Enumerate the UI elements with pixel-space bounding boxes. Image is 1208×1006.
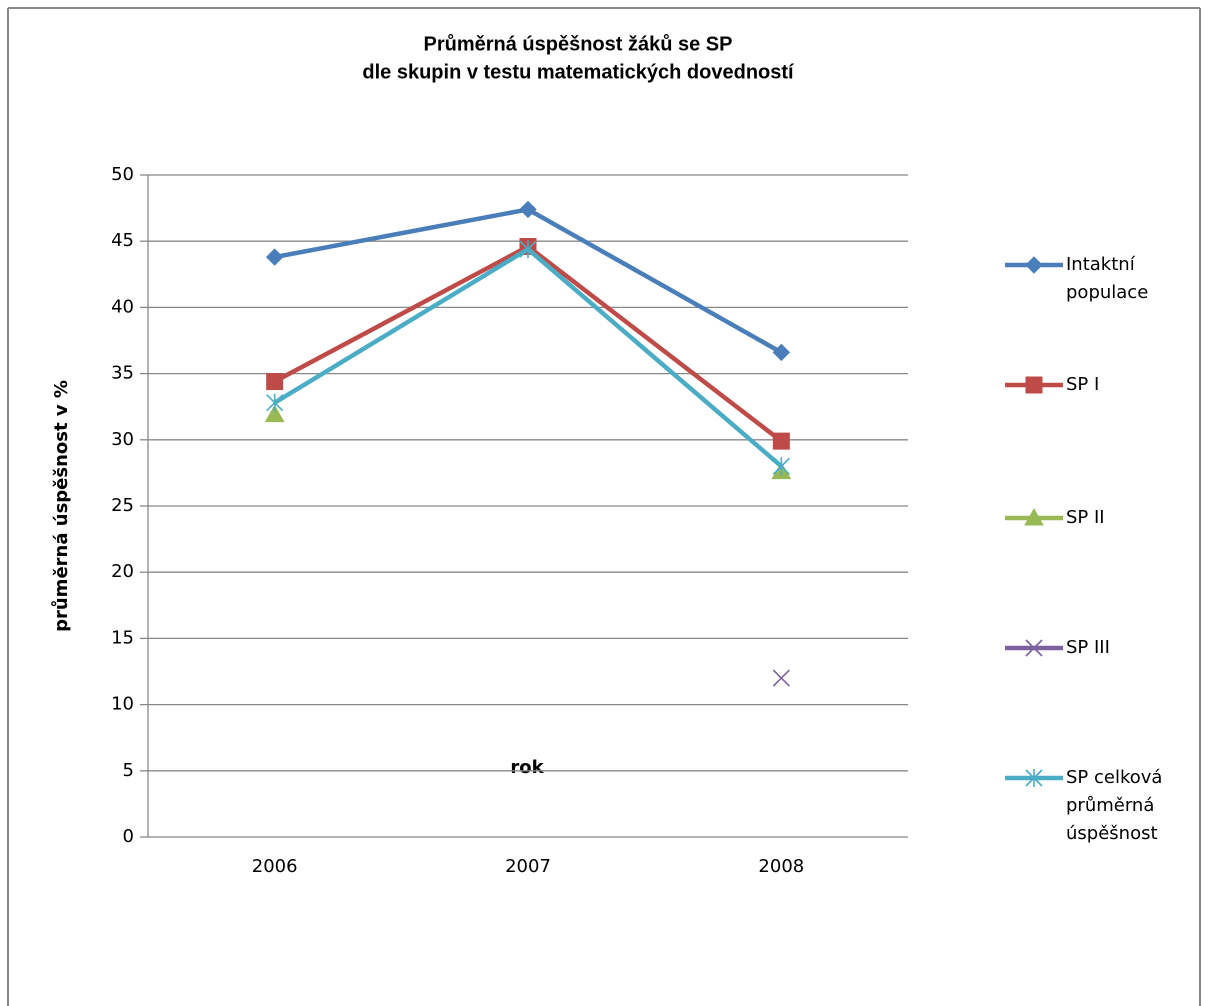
chart-title: Průměrná úspěšnost žáků se SP (423, 33, 732, 55)
legend-label: SP II (1066, 507, 1105, 528)
marker (519, 240, 537, 259)
legend-label: SP III (1066, 637, 1110, 658)
x-tick-label: 2008 (758, 856, 804, 877)
y-tick-label: 45 (111, 230, 134, 251)
marker (264, 404, 285, 423)
legend-marker (1025, 256, 1043, 274)
y-tick-label: 25 (111, 495, 134, 516)
legend-marker (1025, 376, 1043, 394)
marker (265, 248, 284, 266)
y-tick-label: 10 (111, 694, 134, 715)
series-line (273, 246, 783, 468)
y-tick-label: 0 (123, 826, 134, 847)
y-tick-label: 40 (111, 296, 134, 317)
legend-marker (1024, 507, 1044, 526)
chart-title: dle skupin v testu matematických dovedno… (362, 61, 795, 83)
y-tick-label: 35 (111, 363, 134, 384)
x-tick-label: 2006 (252, 856, 298, 877)
x-axis-label: rok (510, 757, 544, 778)
y-tick-label: 15 (111, 627, 134, 648)
marker (772, 669, 790, 687)
marker (266, 393, 284, 412)
legend-marker (1025, 639, 1043, 657)
series-line (273, 244, 783, 443)
y-tick-label: 50 (111, 164, 134, 185)
legend-label: SP I (1066, 374, 1100, 395)
marker (772, 343, 791, 362)
marker (772, 432, 790, 450)
y-axis-label: průměrná úspěšnost v % (50, 380, 72, 632)
legend-marker (1025, 769, 1043, 787)
marker (519, 200, 537, 219)
y-tick-label: 5 (123, 760, 134, 781)
legend-label: SP celková průměrná úspěšnost (1066, 767, 1163, 844)
marker (772, 457, 790, 476)
marker (266, 373, 284, 391)
x-tick-label: 2007 (505, 856, 551, 877)
legend-label: Intaktní populace (1066, 254, 1149, 303)
series-line (274, 207, 783, 355)
y-tick-label: 30 (111, 429, 134, 450)
y-tick-label: 20 (111, 561, 134, 582)
